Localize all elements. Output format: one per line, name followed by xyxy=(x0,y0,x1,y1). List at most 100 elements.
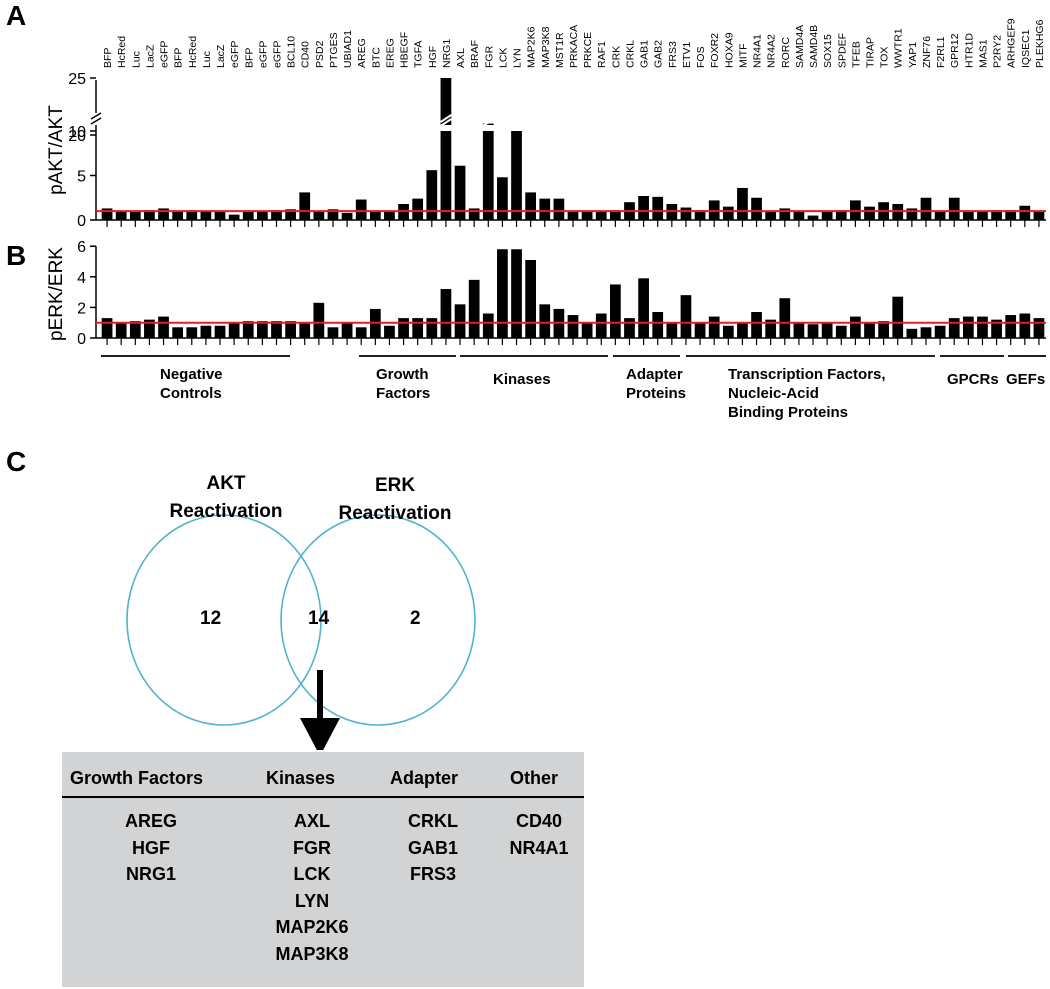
table-cell: GAB1 xyxy=(407,837,458,858)
gene-label: LacZ xyxy=(215,44,227,68)
erk-bar xyxy=(864,322,875,338)
akt-bar xyxy=(158,208,169,220)
akt-bar xyxy=(722,206,734,220)
group-label: Kinases xyxy=(493,371,551,388)
akt-only-count: 12 xyxy=(200,608,222,629)
akt-bar xyxy=(412,198,424,220)
akt-bar xyxy=(200,211,212,220)
akt-bar xyxy=(101,208,113,220)
gene-label: NR4A1 xyxy=(752,34,764,68)
erk-bar xyxy=(299,322,311,338)
erk-bar xyxy=(384,325,395,338)
gene-label: BFP xyxy=(173,48,185,68)
akt-bar xyxy=(694,210,706,220)
erk-bar xyxy=(398,318,409,338)
gene-label: EREG xyxy=(384,38,396,68)
gene-label: LacZ xyxy=(144,44,156,68)
erk-bar xyxy=(426,318,438,338)
overlap-count: 14 xyxy=(308,608,330,629)
akt-bar xyxy=(214,211,226,220)
akt-bar xyxy=(497,177,508,220)
akt-bar xyxy=(327,209,339,220)
gene-labels: BFP HcRed Luc LacZ eGFP BFP HcRed Luc LacZ eGFP BF… xyxy=(102,18,1046,68)
gene-label: SAMD4B xyxy=(808,25,820,68)
akt-bar-break xyxy=(482,114,495,123)
erk-bar xyxy=(962,316,974,338)
gene-label: IQSEC1 xyxy=(1020,29,1032,68)
erk-bar xyxy=(751,311,762,338)
akt-bar xyxy=(1033,211,1045,220)
erk-bar xyxy=(468,279,480,338)
akt-bar xyxy=(299,192,311,220)
erk-bar xyxy=(948,318,960,338)
erk-bar xyxy=(680,295,692,338)
akt-bar xyxy=(652,196,664,220)
erk-bar xyxy=(624,318,635,338)
gene-label: NRG1 xyxy=(441,39,453,68)
header-other: Other xyxy=(510,768,559,788)
erk-bar xyxy=(708,316,720,338)
gene-label: HcRed xyxy=(187,36,199,68)
akt-bar xyxy=(680,207,692,220)
gene-label: CRK xyxy=(610,46,622,68)
gene-label: HBEGF xyxy=(399,32,411,68)
gene-label: eGFP xyxy=(271,41,283,68)
akt-bar xyxy=(779,208,791,220)
erk-bar xyxy=(129,321,141,338)
gene-label: LYN xyxy=(512,48,524,68)
akt-bar xyxy=(242,211,254,220)
akt-axis-break xyxy=(90,117,102,125)
gene-label: UBIAD1 xyxy=(342,30,354,68)
akt-y-tick-label: 25 xyxy=(68,71,86,88)
gene-label: ETV1 xyxy=(681,42,693,68)
erk-bar xyxy=(934,325,946,338)
gene-label: PSD2 xyxy=(314,40,326,68)
akt-y-tick-label: 5 xyxy=(77,169,86,186)
group-label: Transcription Factors, Nucleic-Acid Bind… xyxy=(728,366,886,421)
gene-label: ARHGEF9 xyxy=(1006,18,1018,68)
table-cell: NR4A1 xyxy=(509,837,569,858)
erk-bar xyxy=(525,259,537,338)
column-growth-factors: AREG HGF NRG1 xyxy=(86,808,216,888)
column-other: CD40 NR4A1 xyxy=(494,808,584,861)
erk-bar xyxy=(186,327,198,338)
akt-bar xyxy=(144,210,155,220)
group-label: Adapter Proteins xyxy=(626,366,687,402)
erk-bar xyxy=(355,327,367,338)
gene-label: TOX xyxy=(879,47,891,68)
akt-bar xyxy=(581,211,593,220)
gene-label: eGFP xyxy=(229,41,241,68)
gene-label: FRS3 xyxy=(667,41,679,68)
akt-bar xyxy=(1005,210,1017,220)
akt-bar-top xyxy=(482,123,494,125)
akt-bar xyxy=(539,198,551,220)
akt-bar-break xyxy=(482,118,495,127)
group-label: GPCRs xyxy=(947,371,999,388)
akt-bar-top xyxy=(440,78,452,125)
erk-bar xyxy=(638,278,649,338)
gene-label: FGR xyxy=(483,45,495,68)
erk-bar xyxy=(906,328,918,338)
gene-label: SOX15 xyxy=(822,34,834,68)
erk-bar xyxy=(991,319,1002,338)
gene-label: RAF1 xyxy=(596,41,608,68)
gene-label: Luc xyxy=(201,51,213,68)
erk-bar xyxy=(765,319,777,338)
erk-bar xyxy=(242,321,254,338)
erk-only-count: 2 xyxy=(410,608,421,629)
akt-bar xyxy=(440,131,452,220)
akt-bar xyxy=(609,210,621,220)
akt-y-tick-label: 10 xyxy=(68,124,86,141)
gene-label: Luc xyxy=(130,51,142,68)
gene-label: FOXR2 xyxy=(709,33,721,68)
erk-bar xyxy=(454,304,466,338)
akt-bar xyxy=(962,211,974,220)
gene-label: FOS xyxy=(695,46,707,68)
panel-a-label: A xyxy=(6,0,27,31)
erk-bar xyxy=(285,321,296,338)
erk-bar xyxy=(1005,315,1017,338)
erk-circle xyxy=(280,514,476,726)
akt-y-axis-label: pAKT/AKT xyxy=(46,105,67,195)
header-kinases: Kinases xyxy=(266,768,336,788)
